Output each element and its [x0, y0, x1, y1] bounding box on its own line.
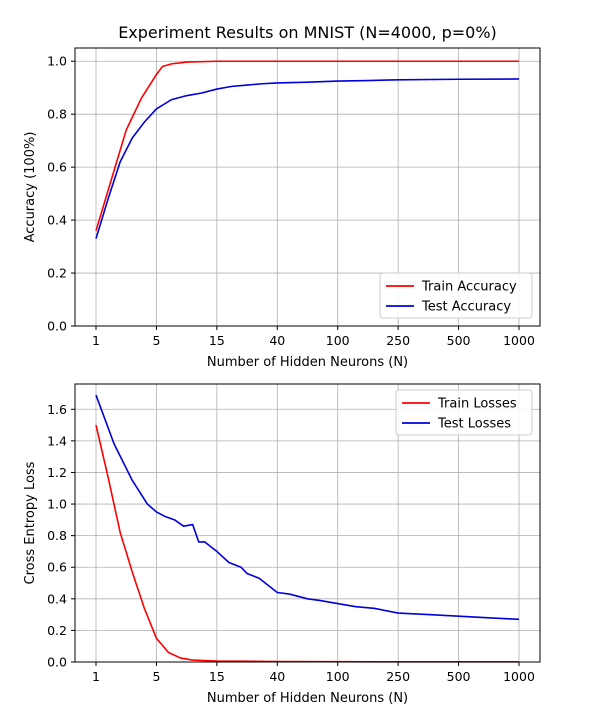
- y-tick-label: 1.0: [47, 54, 67, 69]
- chart-title: Experiment Results on MNIST (N=4000, p=0…: [118, 23, 497, 42]
- plot-frame: [74, 383, 541, 663]
- x-tick-label: 1000: [503, 669, 535, 684]
- legend-label: Test Accuracy: [421, 300, 511, 315]
- y-tick-label: 0.4: [47, 591, 67, 606]
- x-tick-label: 40: [269, 333, 285, 348]
- x-ticks: 1 5 15 40 100 250 500 1000: [92, 326, 535, 348]
- series-line: [95, 78, 520, 239]
- x-axis-label: Number of Hidden Neurons (N): [207, 355, 408, 370]
- y-tick-label: 0.0: [47, 319, 67, 334]
- y-axis-label: Cross Entropy Loss: [23, 461, 38, 584]
- y-tick-label: 0.6: [47, 160, 67, 175]
- x-tick-label: 500: [447, 669, 471, 684]
- series-line: [95, 394, 520, 621]
- series-line: [95, 60, 519, 231]
- series-layer: [95, 60, 520, 239]
- plot-frame: [74, 47, 541, 327]
- legend: Train Losses Test Losses: [395, 389, 533, 436]
- x-tick-label: 5: [152, 333, 160, 348]
- x-tick-label: 500: [447, 333, 471, 348]
- y-tick-label: 0.8: [47, 528, 67, 543]
- y-tick-label: 1.2: [47, 465, 67, 480]
- y-tick-label: 0.6: [47, 560, 67, 575]
- x-tick-label: 100: [326, 333, 350, 348]
- x-tick-label: 1: [92, 333, 100, 348]
- x-tick-label: 5: [152, 669, 160, 684]
- x-tick-label: 250: [386, 333, 410, 348]
- y-ticks: 0.0 0.2 0.4 0.6 0.8 1.0: [47, 54, 75, 334]
- x-axis-label: Number of Hidden Neurons (N): [207, 691, 408, 706]
- y-tick-label: 1.0: [47, 497, 67, 512]
- x-tick-label: 250: [386, 669, 410, 684]
- y-tick-label: 1.6: [47, 402, 67, 417]
- y-axis-label: Accuracy (100%): [23, 132, 38, 243]
- x-tick-label: 100: [326, 669, 350, 684]
- loss-chart: 1 5 15 40 100 250 500 1000 0.00.20.40.60.81.01.…: [23, 383, 541, 706]
- x-tick-label: 1000: [503, 333, 535, 348]
- x-tick-label: 15: [209, 333, 225, 348]
- x-ticks: 1 5 15 40 100 250 500 1000: [92, 662, 535, 684]
- y-ticks: 0.0 0.2 0.4 0.6 0.8 1.0 1.2 1.4 1.6: [47, 402, 75, 670]
- legend-label: Train Accuracy: [421, 280, 517, 295]
- accuracy-chart: Experiment Results on MNIST (N=4000, p=0…: [23, 23, 541, 370]
- y-tick-label: 0.8: [47, 107, 67, 122]
- y-tick-label: 0.2: [47, 266, 67, 281]
- y-tick-label: 1.4: [47, 433, 67, 448]
- y-tick-label: 0.2: [47, 623, 67, 638]
- x-tick-label: 40: [269, 669, 285, 684]
- legend-box: [379, 272, 533, 319]
- legend: Train Accuracy Test Accuracy: [379, 272, 533, 319]
- y-tick-label: 0.4: [47, 213, 67, 228]
- legend-label: Test Losses: [437, 417, 511, 432]
- x-tick-label: 1: [92, 669, 100, 684]
- legend-label: Train Losses: [437, 397, 517, 412]
- y-tick-label: 0.0: [47, 655, 67, 670]
- x-tick-label: 15: [209, 669, 225, 684]
